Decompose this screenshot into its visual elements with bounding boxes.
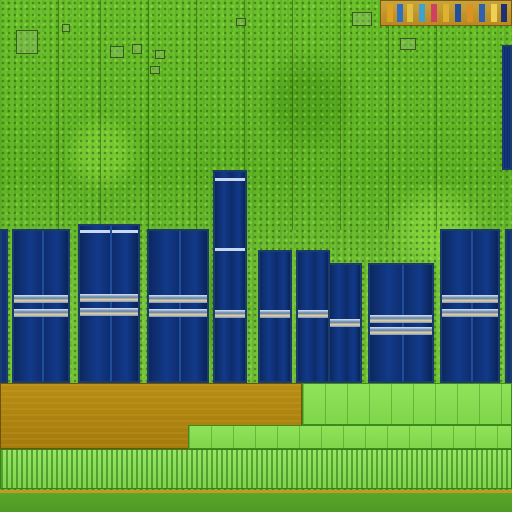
strip-cell: [479, 4, 485, 22]
metal-strip: [380, 0, 512, 26]
test-pad: [16, 30, 38, 54]
strip-cell: [419, 4, 425, 22]
test-pad: [155, 50, 165, 59]
capacitor-block: [0, 229, 8, 383]
green-bus-bar: [188, 425, 512, 449]
green-bus-bar: [302, 383, 512, 425]
routing-line: [100, 0, 101, 230]
routing-line: [340, 0, 341, 230]
test-pad: [132, 44, 142, 54]
capacitor-block: [505, 229, 512, 383]
strip-cell: [491, 4, 497, 22]
test-pad: [62, 24, 70, 32]
capacitor-block: [12, 229, 70, 383]
routing-line: [58, 0, 59, 230]
strip-cell: [397, 4, 403, 22]
capacitor-block: [147, 229, 209, 383]
strip-cell: [455, 4, 461, 22]
strip-cell: [501, 4, 507, 22]
capacitor-block: [78, 224, 140, 383]
test-pad: [352, 12, 372, 26]
routing-line: [244, 0, 245, 230]
capacitor-block: [328, 263, 362, 383]
test-pad: [400, 38, 416, 50]
capacitor-block-edge: [502, 45, 512, 170]
test-pad: [236, 18, 246, 26]
bottom-edge: [0, 490, 512, 512]
strip-cell: [407, 4, 413, 22]
capacitor-block: [440, 229, 500, 383]
capacitor-block: [258, 250, 292, 383]
striped-bus-bar: [0, 449, 512, 489]
strip-cell: [387, 4, 393, 22]
test-pad: [110, 46, 124, 58]
routing-line: [292, 0, 293, 230]
routing-line: [148, 0, 149, 230]
capacitor-block: [368, 263, 434, 383]
test-pad: [150, 66, 160, 74]
strip-cell: [443, 4, 449, 22]
strip-cell: [467, 4, 473, 22]
strip-cell: [431, 4, 437, 22]
capacitor-block: [296, 250, 330, 383]
routing-line: [196, 0, 197, 230]
routing-line: [436, 0, 437, 230]
routing-line: [388, 0, 389, 230]
capacitor-block: [213, 170, 247, 383]
